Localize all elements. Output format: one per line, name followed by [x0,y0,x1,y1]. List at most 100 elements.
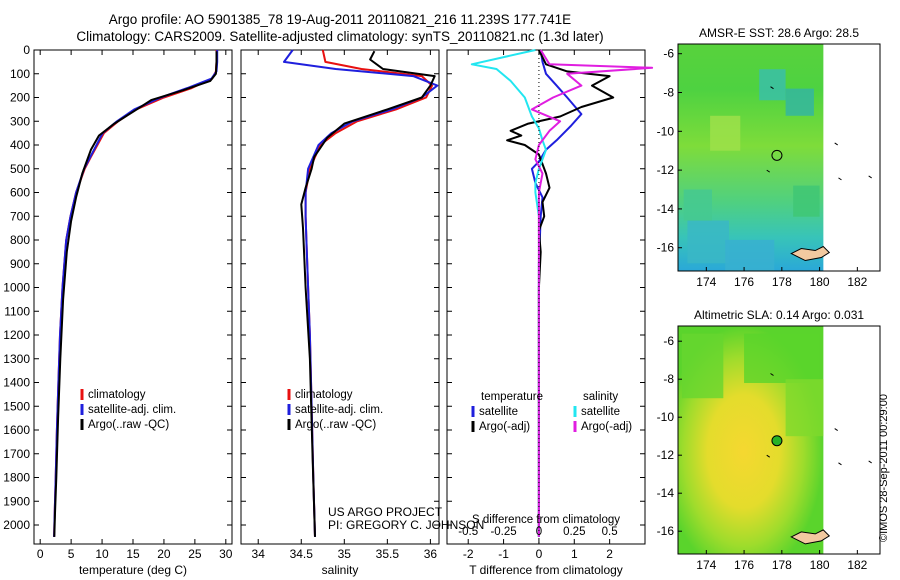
sst-map-frame [677,43,881,272]
sst-map-ytick-label: -14 [657,202,675,216]
differences-xtick-label: -2 [463,547,474,561]
temperature-panel: 0 5 10 15 20 25 300100200300400500600700800900… [3,43,233,577]
diff-legend-label: Argo(-adj) [581,421,632,433]
differences-xtick-label: 2 [606,547,613,561]
salinity-series-climatology [304,49,434,537]
depth-tick-label: 700 [10,209,30,223]
depth-tick-label: 200 [10,91,30,105]
sdiff-tick-label: 0 [536,526,542,538]
temperature-legend-label: Argo(..raw -QC) [88,419,169,431]
depth-tick-label: 0 [23,43,30,57]
sst-patch [683,189,712,221]
sla-map-xtick-label: 178 [772,558,792,572]
depth-tick-label: 500 [10,162,30,176]
temperature-series-argoraw [53,51,218,537]
sst-map-xtick-label: 182 [847,275,867,289]
depth-tick-label: 1500 [3,399,30,413]
island-mark [868,460,872,464]
argo-float-marker [771,149,783,161]
salinity-xtick-label: 35 [338,547,352,561]
island-mark [770,86,774,90]
sst-map-title: AMSR-E SST: 28.6 Argo: 28.5 [699,26,859,40]
sst-map-ytick-label: -10 [657,124,675,138]
temperature-xtick-label: 30 [219,547,233,561]
sst-map-panel: 174 176 178 180 182 -6 -8 -10 -12 -14 -16 AMSR-E SS… [657,26,881,289]
sst-map-ytick-label: -16 [657,241,675,255]
sla-map-frame [677,325,881,555]
depth-tick-label: 800 [10,233,30,247]
temperature-legend-label: satellite-adj. clim. [88,404,176,416]
salinity-series-satelliteadj [283,49,439,537]
sla-map-xtick-label: 174 [696,558,716,572]
sla-map-ytick-label: -10 [657,410,675,424]
depth-tick-label: 400 [10,138,30,152]
depth-tick-label: 1100 [4,304,30,318]
sst-patch [725,239,775,271]
temperature-xtick-label: 10 [95,547,109,561]
depth-tick-label: 100 [10,67,30,81]
depth-tick-label: 1900 [3,494,30,508]
legend-header-temperature: temperature [481,391,543,403]
sst-patch [687,220,729,264]
diff-legend-label: satellite [581,406,620,418]
depth-tick-label: 2000 [3,518,30,532]
temperature-xtick-label: 5 [68,547,75,561]
sla-map-panel: 174 176 178 180 182 -6 -8 -10 -12 -14 -16 Altimetri… [657,308,881,572]
sst-patch [710,115,741,151]
depth-tick-label: 1000 [3,281,30,295]
sdiff-xlabel: S difference from climatology [472,514,620,526]
temperature-xtick-label: 20 [157,547,171,561]
temperature-xtick-label: 25 [188,547,202,561]
differences-series-salinity [470,49,547,537]
salinity-xtick-label: 34 [252,547,266,561]
sla-map-ytick-label: -14 [657,486,675,500]
sst-patch [759,69,786,101]
salinity-xtick-label: 34.5 [290,547,314,561]
island-mark [838,462,842,466]
depth-tick-label: 900 [10,257,30,271]
sla-patch [744,333,820,383]
salinity-xtick-label: 35.5 [376,547,400,561]
sst-map-xtick-label: 180 [810,275,830,289]
depth-tick-label: 1400 [3,376,30,390]
depth-tick-label: 1800 [3,471,30,485]
depth-tick-label: 1200 [3,328,30,342]
depth-tick-label: 1600 [3,423,30,437]
sla-patch [681,333,724,399]
island-mark [766,169,771,173]
diff-legend-label: Argo(-adj) [479,421,530,433]
sla-patch [785,379,824,437]
legend-header-salinity: salinity [583,391,618,403]
sst-map-ytick-label: -6 [663,47,674,61]
depth-tick-label: 300 [10,114,30,128]
island-mark [834,142,838,146]
sdiff-tick-label: 0.25 [563,526,585,538]
salinity-series-argoraw [300,50,436,537]
temperature-xtick-label: 15 [126,547,140,561]
sla-map-ytick-label: -12 [657,448,675,462]
sdiff-tick-label: -0.25 [490,526,516,538]
sla-map-ytick-label: -6 [663,334,674,348]
sla-map-xtick-label: 182 [847,558,867,572]
header-line-1: Argo profile: AO 5901385_78 19-Aug-2011 … [108,12,572,27]
salinity-xlabel: salinity [322,563,359,577]
salinity-legend-label: Argo(..raw -QC) [295,419,376,431]
sdiff-tick-label: -0.5 [458,526,478,538]
sla-map-ytick-label: -8 [663,372,674,386]
differences-xlabel: T difference from climatology [469,563,623,577]
sst-map-xtick-label: 178 [772,275,792,289]
sla-map-xtick-label: 180 [810,558,830,572]
sla-map-ytick-label: -16 [657,524,675,538]
island-mark [766,454,771,458]
copyright-label: ©IMOS 28-Sep-2011 00:29:00 [878,394,890,542]
island-mark [834,428,838,432]
land-shape [790,529,831,545]
temperature-legend-label: climatology [88,389,146,401]
argo-float-marker [771,435,783,447]
differences-series-salinity [530,49,654,537]
temperature-series-climatology [53,50,218,537]
differences-series-temperature [506,49,615,537]
sst-map-ytick-label: -8 [663,86,674,100]
sst-map-ytick-label: -12 [657,163,675,177]
